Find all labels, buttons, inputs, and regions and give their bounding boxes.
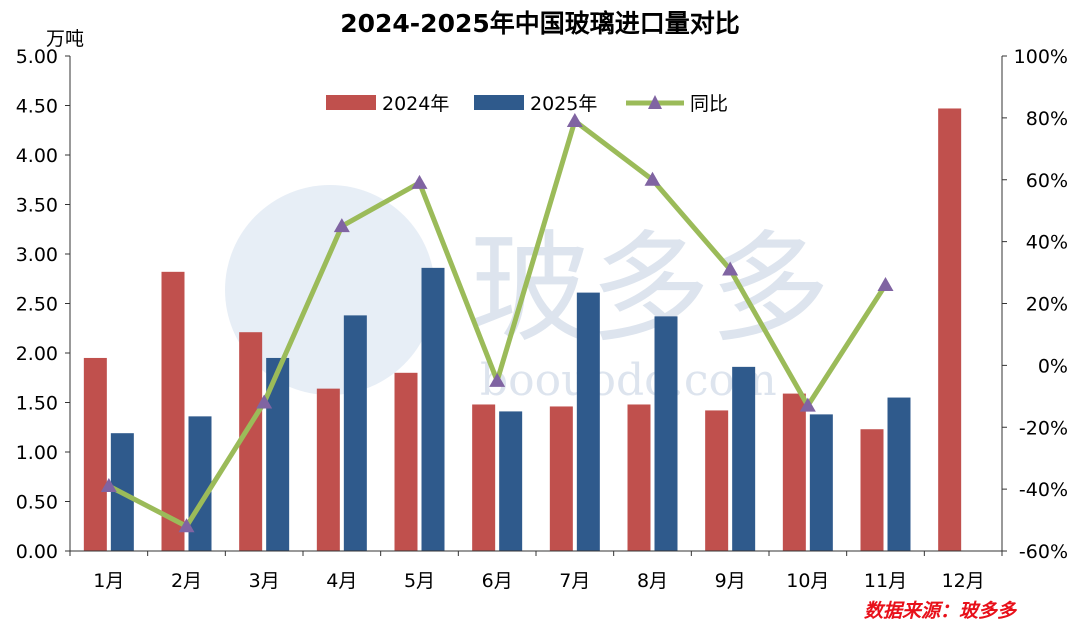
y-tick-label: 5.00: [16, 46, 58, 68]
x-tick-label: 2月: [171, 570, 202, 592]
bar-2024: [627, 404, 651, 551]
bar-2025: [809, 414, 833, 551]
y2-tick-label: -20%: [1019, 417, 1068, 439]
bar-2025: [266, 357, 290, 551]
yoy-point: [333, 218, 350, 233]
legend-swatch-2025: [474, 95, 524, 110]
y-tick-label: 3.50: [16, 195, 58, 217]
yoy-point: [566, 112, 583, 127]
yoy-point: [877, 276, 894, 291]
x-tick-label: 3月: [249, 570, 280, 592]
legend-marker-yoy: [648, 95, 662, 109]
bar-2025: [499, 411, 523, 551]
bar-2024: [394, 372, 418, 551]
y2-tick-label: 100%: [1014, 46, 1068, 68]
x-tick-label: 10月: [786, 570, 829, 592]
yoy-point: [722, 261, 739, 276]
x-tick-label: 4月: [326, 570, 357, 592]
bar-2024: [161, 271, 185, 551]
y-axis-unit: 万吨: [46, 28, 84, 50]
y2-axis-ticks: -60% -40% -20% 0% 20% 40% 60% 80% 100%: [1002, 46, 1068, 563]
bar-2025: [887, 397, 911, 551]
y-tick-label: 0.50: [16, 492, 58, 514]
y2-tick-label: -60%: [1019, 541, 1068, 563]
y2-tick-label: 40%: [1026, 232, 1068, 254]
y-tick-label: 1.50: [16, 393, 58, 415]
bar-2024: [239, 332, 263, 551]
x-tick-label: 12月: [942, 570, 985, 592]
yoy-point: [411, 174, 428, 189]
y-tick-label: 4.50: [16, 96, 58, 118]
y2-tick-label: 20%: [1026, 294, 1068, 316]
x-axis-ticks: 1月 2月 3月 4月 5月 6月 7月 8月 9月 10月 11月 12月: [69, 551, 1003, 592]
x-tick-label: 9月: [715, 570, 746, 592]
yoy-line: [100, 112, 894, 533]
bar-2024: [782, 393, 806, 551]
yoy-point: [489, 372, 506, 387]
yoy-point: [100, 478, 117, 493]
bar-2024: [705, 410, 729, 551]
x-tick-label: 5月: [404, 570, 435, 592]
y-tick-label: 0.00: [16, 541, 58, 563]
bar-2025: [732, 366, 756, 551]
chart-title: 2024-2025年中国玻璃进口量对比: [340, 9, 740, 38]
y-tick-label: 3.00: [16, 244, 58, 266]
y-axis-ticks: 0.00 0.50 1.00 1.50 2.00 2.50 3.00 3.50 4.00 4.50…: [16, 46, 70, 563]
bar-2024: [549, 406, 573, 551]
x-tick-label: 6月: [482, 570, 513, 592]
x-tick-label: 1月: [93, 570, 124, 592]
bar-2024: [938, 108, 962, 551]
yoy-point: [256, 394, 273, 409]
bar-2025: [654, 316, 678, 551]
legend-label-2024: 2024年: [382, 93, 449, 115]
y-tick-label: 4.00: [16, 145, 58, 167]
legend-label-yoy: 同比: [690, 93, 728, 115]
y-tick-label: 1.00: [16, 442, 58, 464]
yoy-point: [644, 171, 661, 186]
y2-tick-label: -40%: [1019, 479, 1068, 501]
bar-2025: [421, 267, 445, 551]
bar-2024: [316, 388, 340, 551]
y2-tick-label: 60%: [1026, 170, 1068, 192]
y-tick-label: 2.50: [16, 294, 58, 316]
bar-2025: [576, 292, 600, 551]
watermark-url: boouodo.com: [480, 355, 777, 406]
y-tick-label: 2.00: [16, 343, 58, 365]
bar-2025: [343, 315, 367, 551]
x-tick-label: 7月: [559, 570, 590, 592]
x-tick-label: 8月: [637, 570, 668, 592]
bar-2024: [860, 429, 884, 551]
bar-2024: [472, 404, 496, 551]
x-tick-label: 11月: [864, 570, 907, 592]
legend-label-2025: 2025年: [530, 93, 597, 115]
legend: 2024年 2025年 同比: [326, 93, 728, 115]
legend-swatch-2024: [326, 95, 376, 110]
source-note: 数据来源：玻多多: [864, 600, 1018, 622]
bars: [83, 108, 962, 551]
yoy-point: [178, 518, 195, 533]
y2-tick-label: 80%: [1026, 108, 1068, 130]
watermark-logo-circle: [225, 185, 435, 395]
yoy-point: [799, 397, 816, 412]
y2-tick-label: 0%: [1038, 355, 1068, 377]
bar-2024: [83, 357, 107, 551]
